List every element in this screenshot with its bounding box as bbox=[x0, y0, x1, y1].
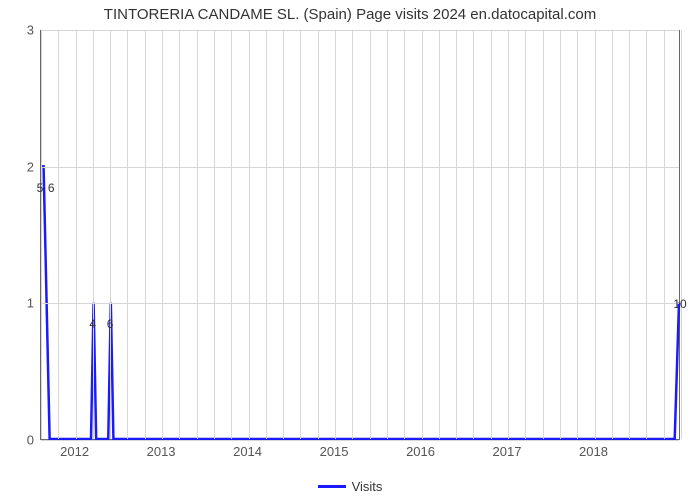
y-tick-label: 1 bbox=[4, 296, 34, 311]
gridline-v bbox=[595, 30, 596, 439]
x-tick-label: 2015 bbox=[320, 444, 349, 459]
gridline-v bbox=[127, 30, 128, 439]
gridline-v bbox=[93, 30, 94, 439]
gridline-v bbox=[231, 30, 232, 439]
data-point-label: 10 bbox=[673, 297, 686, 311]
x-tick-label: 2018 bbox=[579, 444, 608, 459]
gridline-v bbox=[214, 30, 215, 439]
x-tick-label: 2012 bbox=[60, 444, 89, 459]
y-tick-label: 2 bbox=[4, 159, 34, 174]
line-series bbox=[41, 30, 679, 439]
gridline-v bbox=[266, 30, 267, 439]
chart-container: TINTORERIA CANDAME SL. (Spain) Page visi… bbox=[0, 0, 700, 500]
gridline-h bbox=[41, 167, 679, 168]
gridline-v bbox=[300, 30, 301, 439]
gridline-v bbox=[560, 30, 561, 439]
gridline-v bbox=[145, 30, 146, 439]
x-tick-label: 2014 bbox=[233, 444, 262, 459]
gridline-v bbox=[58, 30, 59, 439]
gridline-v bbox=[76, 30, 77, 439]
data-point-label: 6 bbox=[48, 181, 55, 195]
y-tick-label: 3 bbox=[4, 23, 34, 38]
plot-area bbox=[40, 30, 680, 440]
gridline-v bbox=[508, 30, 509, 439]
gridline-v bbox=[162, 30, 163, 439]
gridline-v bbox=[41, 30, 42, 439]
gridline-v bbox=[370, 30, 371, 439]
gridline-h bbox=[41, 440, 679, 441]
y-tick-label: 0 bbox=[4, 433, 34, 448]
x-tick-label: 2013 bbox=[147, 444, 176, 459]
gridline-v bbox=[629, 30, 630, 439]
gridline-v bbox=[664, 30, 665, 439]
gridline-v bbox=[456, 30, 457, 439]
gridline-v bbox=[646, 30, 647, 439]
gridline-v bbox=[473, 30, 474, 439]
gridline-v bbox=[422, 30, 423, 439]
gridline-v bbox=[404, 30, 405, 439]
gridline-v bbox=[283, 30, 284, 439]
gridline-v bbox=[543, 30, 544, 439]
data-point-label: 4 bbox=[89, 317, 96, 331]
x-tick-label: 2017 bbox=[493, 444, 522, 459]
x-tick-label: 2016 bbox=[406, 444, 435, 459]
gridline-v bbox=[179, 30, 180, 439]
gridline-v bbox=[318, 30, 319, 439]
gridline-v bbox=[197, 30, 198, 439]
gridline-v bbox=[681, 30, 682, 439]
chart-title: TINTORERIA CANDAME SL. (Spain) Page visi… bbox=[0, 6, 700, 23]
data-point-label: 5 bbox=[37, 181, 44, 195]
legend: Visits bbox=[0, 478, 700, 494]
gridline-v bbox=[491, 30, 492, 439]
gridline-h bbox=[41, 303, 679, 304]
data-point-label: 6 bbox=[107, 317, 114, 331]
gridline-v bbox=[612, 30, 613, 439]
gridline-h bbox=[41, 30, 679, 31]
gridline-v bbox=[249, 30, 250, 439]
legend-swatch bbox=[318, 485, 346, 488]
gridline-v bbox=[387, 30, 388, 439]
gridline-v bbox=[525, 30, 526, 439]
gridline-v bbox=[110, 30, 111, 439]
legend-label: Visits bbox=[352, 479, 383, 494]
gridline-v bbox=[352, 30, 353, 439]
gridline-v bbox=[577, 30, 578, 439]
gridline-v bbox=[439, 30, 440, 439]
gridline-v bbox=[335, 30, 336, 439]
